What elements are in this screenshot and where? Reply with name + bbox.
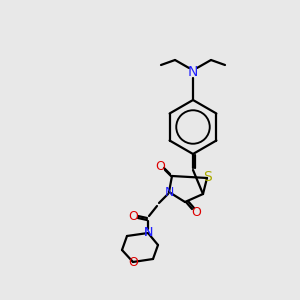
Text: N: N — [143, 226, 153, 239]
Text: N: N — [143, 226, 153, 239]
Text: O: O — [128, 256, 138, 268]
Text: O: O — [155, 160, 165, 173]
Text: O: O — [128, 209, 138, 223]
Text: N: N — [164, 185, 174, 199]
Text: S: S — [204, 170, 212, 184]
Text: O: O — [191, 206, 201, 220]
Text: N: N — [188, 65, 198, 79]
